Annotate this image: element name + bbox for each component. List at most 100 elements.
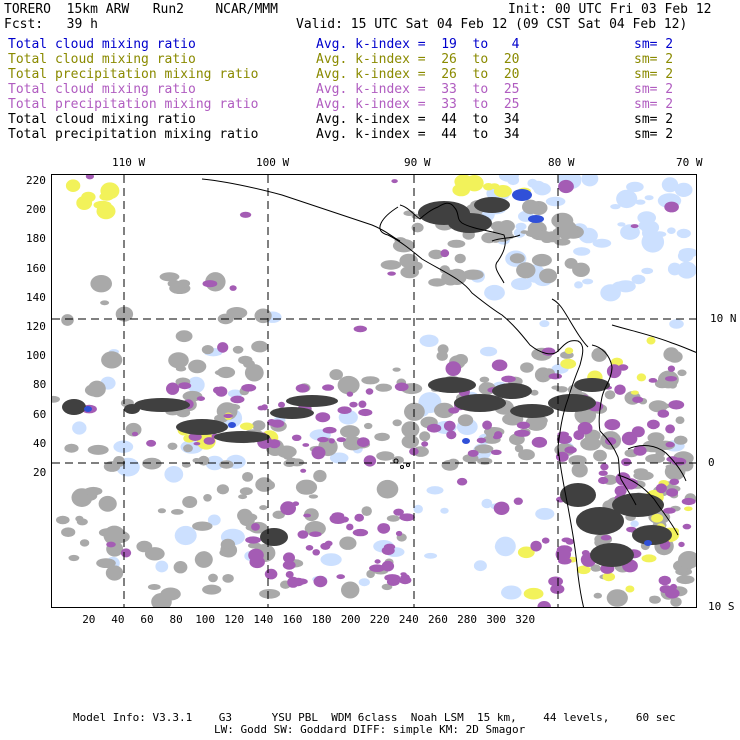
purple-cloud-blob xyxy=(382,523,390,531)
light-blue-cloud-blob xyxy=(426,486,444,495)
gray-cloud-blob xyxy=(428,249,444,260)
valid-time: Valid: 15 UTC Sat 04 Feb 12 (09 CST Sat … xyxy=(296,17,688,32)
purple-cloud-blob xyxy=(398,576,412,585)
blue-cloud-spot xyxy=(528,215,544,223)
purple-cloud-blob xyxy=(302,443,310,447)
light-blue-cloud-blob xyxy=(678,248,696,258)
gray-cloud-blob xyxy=(479,376,490,383)
yellow-cloud-blob xyxy=(523,587,544,600)
gray-cloud-blob xyxy=(673,435,688,445)
gray-cloud-blob xyxy=(52,395,60,403)
purple-cloud-blob xyxy=(493,434,500,440)
gray-cloud-blob xyxy=(167,442,178,450)
gray-cloud-blob xyxy=(182,496,198,508)
gray-cloud-blob xyxy=(474,444,494,454)
purple-cloud-blob xyxy=(573,430,585,441)
light-blue-cloud-blob xyxy=(72,421,87,435)
init-time: Init: 00 UTC Fri 03 Feb 12 xyxy=(508,2,712,17)
dark-cloud-core xyxy=(62,399,86,415)
purple-cloud-blob xyxy=(621,431,638,446)
purple-cloud-blob xyxy=(482,420,492,430)
legend-smoothing: sm= 2 xyxy=(634,82,674,97)
purple-cloud-blob xyxy=(131,431,139,437)
gray-cloud-blob xyxy=(462,269,484,280)
purple-cloud-blob xyxy=(278,401,285,408)
y-tick-label: 100 xyxy=(26,349,46,363)
gray-cloud-blob xyxy=(580,436,601,451)
purple-cloud-blob xyxy=(146,439,157,447)
purple-cloud-blob xyxy=(501,375,516,383)
legend-k-index-range: Avg. k-index = 44 to 34 xyxy=(316,127,520,142)
blue-cloud-spot xyxy=(512,189,532,201)
purple-cloud-blob xyxy=(476,437,487,444)
light-blue-cloud-blob xyxy=(674,182,693,197)
purple-cloud-blob xyxy=(213,386,222,394)
dark-cloud-core xyxy=(590,543,634,567)
gray-cloud-blob xyxy=(670,597,682,607)
light-blue-cloud-blob xyxy=(495,536,516,557)
gray-cloud-blob xyxy=(168,352,189,369)
purple-cloud-blob xyxy=(383,543,396,551)
purple-cloud-blob xyxy=(394,382,409,392)
x-tick-label: 320 xyxy=(515,613,536,626)
gray-cloud-blob xyxy=(606,589,628,607)
yellow-cloud-blob xyxy=(625,585,635,593)
light-blue-cloud-blob xyxy=(320,553,342,566)
gray-cloud-blob xyxy=(525,229,543,238)
purple-cloud-blob xyxy=(196,396,205,401)
gray-cloud-blob xyxy=(530,389,539,396)
gray-cloud-blob xyxy=(633,468,648,476)
lon-label: 100 W xyxy=(256,156,290,169)
purple-cloud-blob xyxy=(537,601,551,607)
purple-cloud-blob xyxy=(384,574,401,582)
gray-cloud-blob xyxy=(337,375,360,395)
legend-field-label: Total cloud mixing ratio xyxy=(8,112,196,127)
purple-cloud-blob xyxy=(531,436,548,448)
gray-cloud-blob xyxy=(96,558,116,568)
gray-cloud-blob xyxy=(329,369,344,381)
gray-cloud-blob xyxy=(392,419,402,427)
gray-cloud-blob xyxy=(477,457,493,465)
dark-cloud-core xyxy=(632,525,672,545)
purple-cloud-blob xyxy=(491,359,508,372)
gray-cloud-blob xyxy=(676,575,695,585)
y-tick-label: 120 xyxy=(26,320,46,333)
light-blue-cloud-blob xyxy=(480,346,498,357)
purple-cloud-blob xyxy=(665,376,677,382)
light-blue-cloud-blob xyxy=(661,177,679,193)
light-blue-cloud-blob xyxy=(620,224,640,240)
gray-cloud-blob xyxy=(436,351,448,361)
x-tick-label: 180 xyxy=(311,613,332,626)
gray-cloud-blob xyxy=(88,380,106,398)
gray-cloud-blob xyxy=(454,253,466,264)
gray-cloud-blob xyxy=(203,494,212,502)
purple-cloud-blob xyxy=(598,470,608,476)
gray-cloud-blob xyxy=(61,527,76,537)
gray-cloud-blob xyxy=(295,479,318,495)
y-tick-label: 40 xyxy=(33,436,47,450)
purple-cloud-blob xyxy=(166,382,180,395)
gray-cloud-blob xyxy=(171,509,184,515)
light-blue-cloud-blob xyxy=(667,262,682,276)
gray-cloud-blob xyxy=(649,595,660,602)
legend-k-index-range: Avg. k-index = 33 to 25 xyxy=(316,82,520,97)
gray-cloud-blob xyxy=(380,260,402,270)
light-blue-cloud-blob xyxy=(513,227,526,238)
dark-cloud-core xyxy=(612,493,664,517)
gray-cloud-blob xyxy=(539,368,551,376)
blue-cloud-spot xyxy=(84,406,92,412)
legend-field-label: Total precipitation mixing ratio xyxy=(8,67,259,82)
gray-cloud-blob xyxy=(68,554,80,562)
light-blue-cloud-blob xyxy=(615,280,636,293)
purple-cloud-blob xyxy=(353,325,367,333)
purple-cloud-blob xyxy=(665,588,680,599)
gray-cloud-blob xyxy=(286,457,298,464)
dark-cloud-core xyxy=(474,197,510,213)
light-blue-cloud-blob xyxy=(667,227,676,234)
light-blue-cloud-blob xyxy=(424,552,438,559)
gray-cloud-blob xyxy=(244,364,264,382)
legend-smoothing: sm= 2 xyxy=(634,37,674,52)
dark-cloud-core xyxy=(574,378,610,392)
map-canvas xyxy=(52,175,696,607)
light-blue-cloud-blob xyxy=(677,261,696,279)
